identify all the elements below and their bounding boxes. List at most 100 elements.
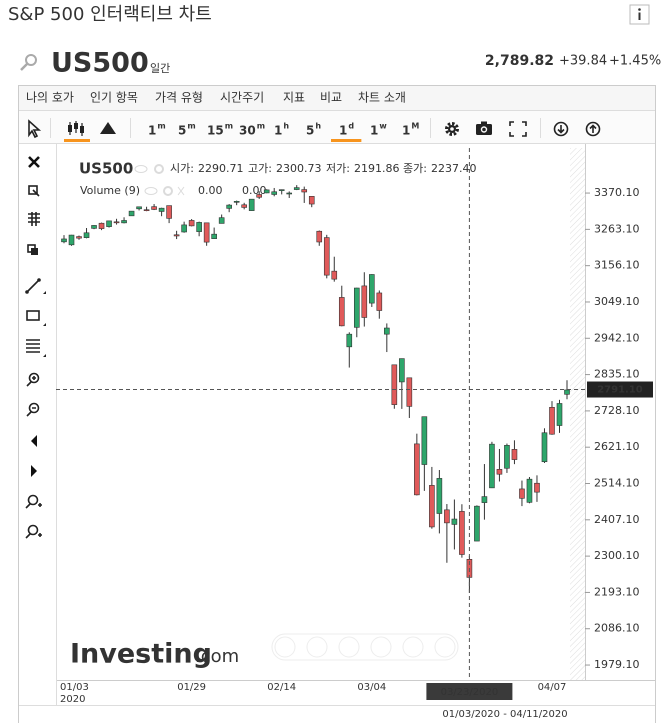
- candle-body: [556, 403, 563, 426]
- fib-tool[interactable]: [26, 339, 46, 357]
- timeframe-unit[interactable]: m: [187, 122, 195, 131]
- timeframe-unit[interactable]: h: [315, 122, 321, 131]
- candle-body: [196, 222, 202, 232]
- timeframe-number[interactable]: 1: [370, 124, 378, 138]
- rectangle-tool[interactable]: [26, 310, 46, 326]
- toolbar: [19, 111, 655, 143]
- y-tick-label: 2193.10: [594, 585, 640, 598]
- timeframe-number[interactable]: 30: [239, 124, 256, 138]
- price-change: +39.84: [559, 54, 607, 69]
- menu-item[interactable]: 나의 호가: [26, 91, 74, 105]
- y-tick-label: 2300.10: [594, 549, 640, 562]
- cursor-tool[interactable]: [28, 119, 42, 139]
- drawing-tools: [25, 156, 46, 539]
- zoom-in-tool[interactable]: [26, 372, 40, 387]
- volume-value: 0.00: [198, 184, 223, 197]
- timeframe-number[interactable]: 1: [148, 124, 156, 138]
- scroll-right-tool[interactable]: [31, 465, 37, 477]
- candle-body: [316, 230, 323, 243]
- crosshair-tool[interactable]: [28, 185, 40, 197]
- timeframe-number[interactable]: 1: [402, 124, 410, 138]
- legend-symbol: US500: [79, 160, 133, 178]
- legend-title: 저가:: [326, 162, 350, 175]
- timeframe-selected: [331, 139, 362, 142]
- candle-body: [61, 238, 67, 243]
- menu-item[interactable]: 가격 유형: [155, 91, 203, 105]
- timeframe-unit[interactable]: m: [257, 122, 265, 131]
- candle-body: [233, 201, 240, 203]
- y-tick-label: 3156.10: [594, 259, 640, 272]
- candle-body: [323, 237, 330, 276]
- candle-body: [143, 209, 150, 212]
- upload-button[interactable]: [585, 121, 601, 137]
- candle-body: [226, 204, 232, 209]
- pattern-tool[interactable]: [28, 212, 40, 226]
- menu-item[interactable]: 시간주기: [220, 91, 264, 105]
- candle-body: [564, 389, 570, 395]
- timeframe-unit[interactable]: m: [225, 122, 233, 131]
- timeframe-number[interactable]: 15: [207, 124, 224, 138]
- date-range: 01/03/2020 - 04/11/2020: [442, 709, 567, 720]
- clone-tool[interactable]: [27, 244, 38, 255]
- timeframe-number[interactable]: 5: [306, 124, 314, 138]
- search-icon[interactable]: [20, 54, 37, 71]
- area-type[interactable]: [100, 122, 116, 134]
- legend-icons[interactable]: [134, 164, 185, 196]
- candle-body: [308, 196, 315, 205]
- candle-body: [278, 189, 285, 191]
- interval: 일간: [150, 61, 170, 75]
- candle-body: [241, 204, 247, 208]
- timeframe-number[interactable]: 1: [339, 124, 347, 138]
- menu-item[interactable]: 비교: [320, 91, 342, 105]
- zoom-in-area-tool[interactable]: [25, 494, 42, 509]
- candle-body: [399, 358, 405, 383]
- screenshot-button[interactable]: [476, 121, 492, 136]
- candle-body: [293, 187, 300, 190]
- y-tick-label: 3263.10: [594, 222, 640, 235]
- y-tick-label: 2514.10: [594, 477, 640, 490]
- price-change-pct: +1.45%: [609, 54, 661, 69]
- candle-body: [113, 221, 120, 224]
- candle-body: [436, 478, 443, 514]
- crosshair-date-box: [426, 683, 513, 700]
- y-tick-label: 2728.10: [594, 404, 640, 417]
- candle-body: [98, 222, 105, 229]
- menu-bar: [19, 86, 655, 110]
- menu-item[interactable]: 지표: [283, 91, 305, 105]
- candle-body: [384, 327, 390, 335]
- candle-body: [248, 198, 255, 211]
- x-tick-label: 04/07: [538, 682, 567, 693]
- timeframe-unit[interactable]: m: [157, 122, 165, 131]
- fullscreen-button[interactable]: [509, 121, 527, 137]
- timeframe-unit[interactable]: M: [411, 122, 419, 131]
- candle-body: [286, 192, 293, 195]
- timeframe-unit[interactable]: w: [379, 122, 387, 131]
- candle-body: [504, 445, 510, 469]
- crosshair-date: 03/23/2020: [441, 687, 499, 698]
- scroll-left-tool[interactable]: [31, 435, 37, 447]
- timeframe-unit[interactable]: d: [348, 122, 354, 131]
- crosshair-price-box: [587, 381, 653, 398]
- timeframe-number[interactable]: 5: [178, 124, 186, 138]
- info-button[interactable]: [629, 4, 650, 25]
- candle-body: [391, 364, 398, 405]
- candle-body: [451, 518, 458, 525]
- trendline-tool[interactable]: [25, 278, 46, 294]
- settings-button[interactable]: [445, 122, 459, 136]
- remove-tool[interactable]: [28, 156, 40, 168]
- candle-type[interactable]: [64, 121, 90, 142]
- zoom-out-area-tool[interactable]: [25, 524, 42, 539]
- timeframe-unit[interactable]: h: [283, 122, 289, 131]
- timeframe-number[interactable]: 1: [274, 124, 282, 138]
- zoom-out-tool[interactable]: [26, 402, 40, 417]
- navigation-controls[interactable]: [271, 633, 459, 661]
- download-button[interactable]: [553, 121, 569, 137]
- x-tick-label: 03/04: [357, 682, 386, 693]
- candle-body: [474, 505, 480, 542]
- legend-title: 종가:: [403, 162, 427, 175]
- x-year-label: 2020: [60, 694, 85, 705]
- menu-item[interactable]: 인기 항목: [90, 91, 138, 105]
- menu-item[interactable]: 차트 소개: [358, 91, 406, 105]
- legend-title: 시가:: [170, 162, 194, 175]
